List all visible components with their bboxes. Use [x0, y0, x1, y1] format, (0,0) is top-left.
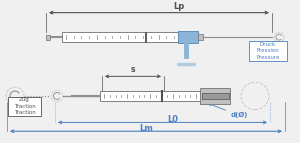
Text: d(Ø): d(Ø)	[208, 103, 248, 119]
Bar	[249, 41, 287, 61]
Bar	[202, 93, 229, 99]
Bar	[198, 34, 203, 40]
Text: Zug
Traction
Traction: Zug Traction Traction	[14, 97, 35, 115]
Text: Druck
Pression
Pressure: Druck Pression Pressure	[256, 42, 280, 60]
Text: Lp: Lp	[173, 2, 184, 11]
Text: L0: L0	[167, 115, 178, 124]
Bar	[46, 35, 50, 40]
Text: Lm: Lm	[139, 124, 153, 133]
Text: s: s	[131, 65, 135, 74]
Bar	[62, 32, 178, 42]
Bar	[8, 97, 41, 116]
Bar	[200, 88, 230, 104]
Bar	[100, 91, 200, 101]
Bar	[178, 31, 198, 43]
